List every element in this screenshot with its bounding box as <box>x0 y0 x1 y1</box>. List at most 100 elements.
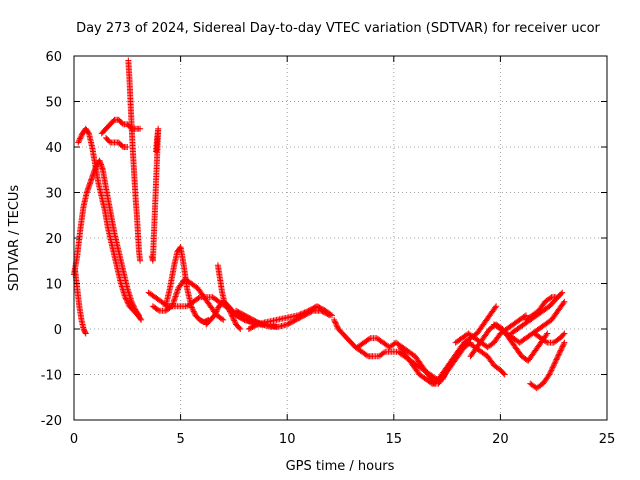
series-arc-22 <box>491 298 568 346</box>
y-tick-label: 20 <box>45 232 62 247</box>
data-point <box>397 344 409 358</box>
data-point <box>207 313 217 323</box>
series-arc-21 <box>467 321 551 364</box>
series-arc-10 <box>162 244 212 326</box>
data-point <box>418 362 430 377</box>
data-point <box>535 322 547 332</box>
data-point <box>76 303 85 322</box>
series-arc-24 <box>527 339 568 392</box>
data-point <box>80 191 90 210</box>
data-point <box>137 257 144 264</box>
data-point <box>484 340 496 351</box>
data-point <box>561 298 568 305</box>
data-point <box>403 353 416 368</box>
data-point <box>137 125 144 132</box>
data-point <box>125 57 133 81</box>
data-point <box>214 262 223 281</box>
y-tick-label: 40 <box>45 141 62 156</box>
data-point <box>190 295 202 305</box>
data-point <box>552 350 563 364</box>
data-point <box>188 280 200 291</box>
data-point <box>134 312 144 322</box>
data-point <box>233 307 247 318</box>
data-point <box>111 230 122 254</box>
data-point <box>544 330 551 337</box>
data-point <box>552 294 559 301</box>
data-point <box>373 335 385 345</box>
data-point <box>169 286 181 310</box>
data-point <box>82 330 89 337</box>
data-point <box>503 322 515 332</box>
data-point <box>546 299 556 310</box>
data-point <box>514 322 526 332</box>
data-point <box>131 180 139 204</box>
data-point <box>510 317 522 328</box>
data-point <box>75 131 85 146</box>
data-point <box>559 289 566 296</box>
data-point <box>220 316 227 323</box>
data-point <box>74 285 83 308</box>
data-point <box>82 125 92 136</box>
data-point <box>522 331 535 342</box>
series-arc-3 <box>75 125 145 323</box>
data-point <box>480 327 492 342</box>
series-arc-6 <box>125 57 144 264</box>
data-point <box>149 303 162 313</box>
data-point <box>491 362 503 373</box>
data-point <box>493 303 500 310</box>
x-tick-label: 20 <box>492 432 509 447</box>
data-point <box>130 162 138 185</box>
y-tick-label: 0 <box>54 323 62 338</box>
data-point <box>358 348 370 359</box>
data-point <box>89 144 99 167</box>
data-point <box>354 340 366 351</box>
data-point <box>497 326 509 336</box>
data-point <box>412 353 424 368</box>
data-point <box>548 309 561 323</box>
data-point <box>540 304 552 314</box>
data-point <box>516 336 528 346</box>
data-point <box>529 308 541 319</box>
data-point <box>491 331 503 346</box>
data-point <box>115 139 125 149</box>
data-point <box>335 326 345 336</box>
data-point <box>188 303 198 318</box>
series-arc-4 <box>98 116 144 137</box>
data-point <box>109 244 120 267</box>
y-tick-label: -10 <box>41 369 62 384</box>
data-point <box>98 126 108 137</box>
y-tick-label: 50 <box>45 96 62 111</box>
data-point <box>284 317 298 328</box>
data-point <box>537 335 550 345</box>
data-point <box>102 122 113 132</box>
x-axis: 0 5 10 15 20 25 <box>70 56 615 447</box>
data-point <box>322 307 334 318</box>
data-point <box>127 98 135 126</box>
data-point <box>107 117 117 128</box>
x-tick-label: 5 <box>176 432 184 447</box>
data-point <box>194 285 207 299</box>
data-point <box>328 312 335 319</box>
data-point <box>465 330 477 341</box>
data-point <box>360 336 373 346</box>
data-point <box>92 162 102 185</box>
y-axis-label: SDTVAR / TECUs <box>7 185 22 292</box>
data-point <box>540 372 552 387</box>
series-arc-20 <box>452 312 529 351</box>
data-point <box>107 207 118 235</box>
data-point <box>209 294 221 304</box>
data-point <box>542 317 554 328</box>
data-point <box>115 116 125 127</box>
data-point <box>535 300 548 314</box>
data-point <box>153 134 161 154</box>
data-point <box>491 321 503 332</box>
data-point <box>467 345 480 360</box>
data-point <box>233 312 247 323</box>
data-point <box>542 295 554 305</box>
data-point <box>473 336 486 351</box>
data-point <box>133 212 141 235</box>
data-point <box>225 303 239 318</box>
data-point <box>452 345 465 360</box>
data-point <box>124 144 131 150</box>
y-tick-label: 30 <box>45 187 62 202</box>
